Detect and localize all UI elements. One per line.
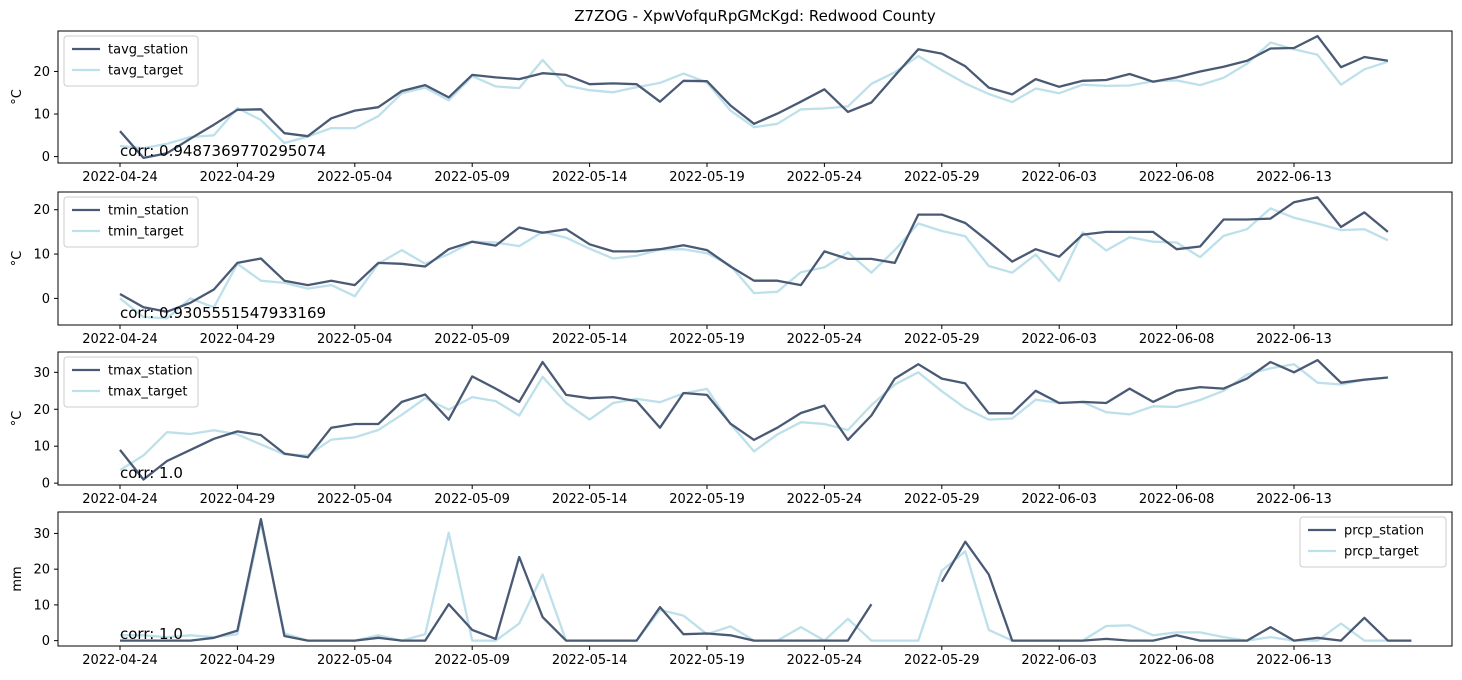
x-tick-label: 2022-05-24 — [787, 653, 863, 668]
legend-label: prcp_target — [1344, 545, 1419, 560]
x-tick-label: 2022-06-13 — [1256, 653, 1332, 668]
x-tick-label: 2022-05-04 — [317, 170, 393, 185]
x-tick-label: 2022-04-29 — [200, 492, 276, 507]
x-tick-label: 2022-05-09 — [434, 653, 510, 668]
y-tick-label: 10 — [33, 108, 50, 123]
series-line-tavg_target — [119, 41, 1389, 150]
legend-label: prcp_station — [1344, 524, 1424, 539]
corr-annotation: corr: 0.9487369770295074 — [120, 142, 326, 160]
x-tick-label: 2022-06-08 — [1139, 170, 1215, 185]
x-tick-label: 2022-05-14 — [552, 492, 628, 507]
x-tick-label: 2022-05-19 — [669, 170, 745, 185]
y-tick-label: 20 — [33, 203, 50, 218]
legend-label: tavg_station — [108, 43, 188, 58]
x-tick-label: 2022-06-08 — [1139, 332, 1215, 347]
x-tick-label: 2022-06-08 — [1139, 653, 1215, 668]
y-tick-label: 10 — [33, 440, 50, 455]
series-line-tmax_station — [119, 358, 1389, 481]
y-tick-label: 10 — [33, 248, 50, 263]
series-line-tmin_station — [119, 196, 1389, 313]
x-tick-label: 2022-04-24 — [82, 332, 158, 347]
y-tick-label: 10 — [33, 598, 50, 613]
x-tick-label: 2022-05-09 — [434, 332, 510, 347]
y-axis-label: °C — [10, 251, 25, 267]
x-tick-label: 2022-05-14 — [552, 653, 628, 668]
corr-annotation: corr: 1.0 — [120, 464, 183, 482]
x-tick-label: 2022-05-04 — [317, 332, 393, 347]
x-tick-label: 2022-05-04 — [317, 653, 393, 668]
y-tick-label: 0 — [42, 634, 50, 649]
y-tick-label: 20 — [33, 563, 50, 578]
x-tick-label: 2022-06-13 — [1256, 492, 1332, 507]
legend-label: tmin_target — [108, 225, 184, 240]
y-axis-label: °C — [10, 411, 25, 427]
series-line-prcp_target — [120, 521, 1412, 642]
panel-3: 0 10 20 30 2022-04-24 2022-04-29 2022-05-04 202… — [10, 351, 1453, 507]
y-axis-label: mm — [10, 566, 25, 591]
x-tick-label: 2022-05-09 — [434, 170, 510, 185]
x-tick-label: 2022-05-19 — [669, 492, 745, 507]
series-line-prcp_station — [120, 517, 1412, 642]
series-line-tmax_target — [119, 363, 1389, 472]
legend: tmin_station tmin_target — [63, 196, 199, 248]
legend-label: tavg_target — [108, 64, 183, 79]
axes-frame — [57, 351, 1453, 486]
y-tick-label: 30 — [33, 366, 50, 381]
x-tick-label: 2022-04-24 — [82, 653, 158, 668]
y-tick-label: 0 — [42, 477, 50, 492]
y-tick-label: 0 — [42, 292, 50, 307]
panel-2: 0 10 20 2022-04-24 2022-04-29 2022-05-04 2022-… — [10, 191, 1453, 347]
axes-frame — [57, 191, 1453, 326]
axes-frame — [57, 30, 1453, 164]
x-tick-label: 2022-04-29 — [200, 332, 276, 347]
y-axis-label: °C — [10, 89, 25, 105]
x-tick-label: 2022-06-03 — [1021, 653, 1097, 668]
series-line-tmin_target — [119, 207, 1389, 320]
y-tick-label: 0 — [42, 150, 50, 165]
x-tick-label: 2022-04-24 — [82, 492, 158, 507]
y-tick-label: 30 — [33, 527, 50, 542]
panel-1: 0 10 20 2022-04-24 2022-04-29 2022-05-04 2022-… — [10, 30, 1453, 185]
legend: tmax_station tmax_target — [63, 356, 199, 408]
x-tick-label: 2022-06-08 — [1139, 492, 1215, 507]
axes-frame — [57, 511, 1453, 647]
x-tick-label: 2022-05-29 — [904, 332, 980, 347]
corr-annotation: corr: 0.9305551547933169 — [120, 304, 326, 322]
legend-label: tmin_station — [108, 204, 189, 219]
x-tick-label: 2022-05-29 — [904, 653, 980, 668]
x-tick-label: 2022-05-04 — [317, 492, 393, 507]
legend-label: tmax_target — [108, 385, 187, 400]
corr-annotation: corr: 1.0 — [120, 625, 183, 643]
x-tick-label: 2022-04-24 — [82, 170, 158, 185]
figure-title: Z7ZOG - XpwVofquRpGMcKgd: Redwood County — [574, 7, 936, 25]
x-tick-label: 2022-04-29 — [200, 170, 276, 185]
series-line-tavg_station — [119, 34, 1389, 160]
x-tick-label: 2022-06-03 — [1021, 492, 1097, 507]
x-tick-label: 2022-05-09 — [434, 492, 510, 507]
x-tick-label: 2022-06-03 — [1021, 170, 1097, 185]
panel-4: 0 10 20 30 2022-04-24 2022-04-29 2022-05-04 202… — [10, 511, 1453, 668]
x-tick-label: 2022-05-29 — [904, 492, 980, 507]
x-tick-label: 2022-05-19 — [669, 653, 745, 668]
y-tick-label: 20 — [33, 65, 50, 80]
x-tick-label: 2022-06-03 — [1021, 332, 1097, 347]
legend: prcp_station prcp_target — [1299, 516, 1447, 568]
legend-label: tmax_station — [108, 364, 193, 379]
x-tick-label: 2022-05-24 — [787, 492, 863, 507]
legend-box — [1299, 516, 1447, 568]
x-tick-label: 2022-06-13 — [1256, 170, 1332, 185]
y-tick-label: 20 — [33, 403, 50, 418]
x-tick-label: 2022-05-14 — [552, 170, 628, 185]
x-tick-label: 2022-05-19 — [669, 332, 745, 347]
legend: tavg_station tavg_target — [63, 35, 199, 87]
x-tick-label: 2022-05-24 — [787, 332, 863, 347]
x-tick-label: 2022-05-24 — [787, 170, 863, 185]
x-tick-label: 2022-05-14 — [552, 332, 628, 347]
x-tick-label: 2022-04-29 — [200, 653, 276, 668]
x-tick-label: 2022-06-13 — [1256, 332, 1332, 347]
x-tick-label: 2022-05-29 — [904, 170, 980, 185]
